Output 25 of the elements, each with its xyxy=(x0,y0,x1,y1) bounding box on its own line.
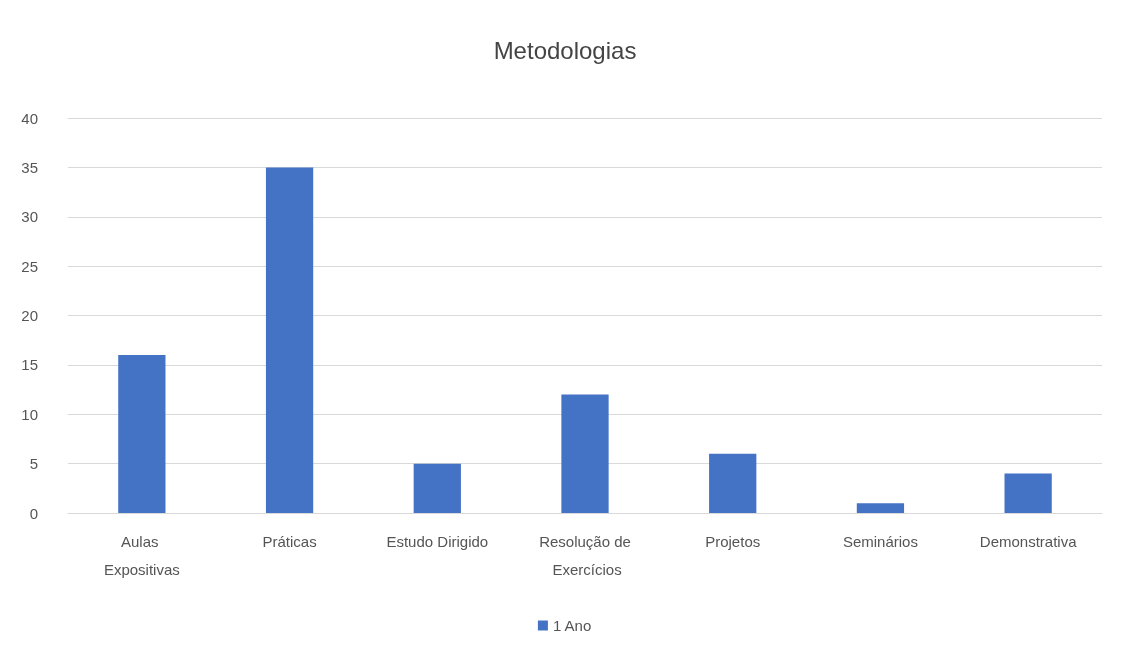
x-tick-label: Aulas Expositivas xyxy=(103,532,180,578)
x-tick-label: Seminários xyxy=(842,532,918,550)
x-tick-label: Demonstrativa xyxy=(979,532,1078,550)
bar xyxy=(561,394,609,513)
bar xyxy=(709,453,757,513)
y-tick-label: 35 xyxy=(21,158,38,176)
bar xyxy=(413,463,461,513)
chart-title: Metodologias xyxy=(493,36,637,64)
legend-label: 1 Ano xyxy=(552,617,592,634)
y-tick-label: 30 xyxy=(21,208,38,226)
y-tick-label: 0 xyxy=(29,504,38,522)
x-tick-label: Projetos xyxy=(705,532,761,550)
y-tick-label: 25 xyxy=(21,257,38,275)
x-tick-label: Práticas xyxy=(262,532,317,550)
y-tick-label: 20 xyxy=(21,307,38,324)
bar xyxy=(118,355,166,513)
y-tick-label: 40 xyxy=(21,109,38,127)
y-tick-label: 10 xyxy=(21,405,38,423)
bar xyxy=(1004,473,1052,513)
x-tick-label: Resolução de Exercícios xyxy=(539,532,631,578)
y-tick-label: 5 xyxy=(29,455,38,473)
y-tick-label: 15 xyxy=(21,356,38,374)
bar xyxy=(265,167,314,513)
x-tick-label: Estudo Dirigido xyxy=(386,532,489,550)
bar xyxy=(856,503,905,513)
